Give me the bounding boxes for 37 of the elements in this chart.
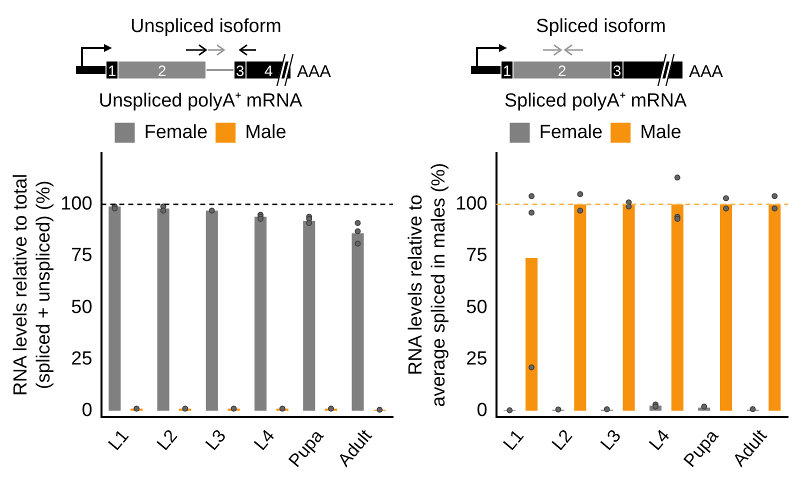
y-axis-title: RNA levels relative to average spliced in males (%) (406, 162, 450, 407)
text: 4 (264, 63, 272, 80)
x-tick-label: L1 (104, 426, 132, 454)
y-tick-label: 0 (476, 400, 488, 421)
text: Unspliced isoform (130, 16, 281, 37)
text: 3 (612, 63, 621, 80)
text: 2 (157, 63, 166, 80)
y-tick-label: 50 (71, 296, 92, 318)
x-tick-label: L3 (202, 426, 230, 454)
x-tick-label: L2 (548, 426, 576, 454)
legend-label: Female (144, 122, 208, 144)
y-tick-label: 0 (82, 400, 92, 421)
text: Spliced isoform (536, 16, 666, 37)
y-axis-title: RNA levels relative to total (spliced + unspliced) (%) (10, 174, 54, 396)
text: 1 (107, 63, 116, 80)
x-tick-label: L1 (499, 426, 528, 454)
x-tick-label: L4 (645, 426, 674, 454)
y-tick-label: 100 (456, 194, 488, 215)
x-tick-label: L3 (596, 426, 625, 454)
text: 1 (502, 63, 511, 80)
x-tick-label: L2 (152, 426, 182, 454)
y-tick-label: 25 (71, 348, 92, 370)
text: 3 (235, 63, 244, 80)
legend-label: Male (640, 122, 682, 144)
text: AAA (688, 62, 724, 81)
chart-title: Unspliced polyA⁺ mRNA (98, 90, 303, 112)
text: 2 (557, 63, 566, 80)
legend-label: Female (539, 122, 603, 144)
chart-title: Spliced polyA⁺ mRNA (504, 90, 687, 112)
legend-label: Male (245, 122, 286, 144)
y-tick-label: 25 (466, 348, 488, 370)
y-tick-label: 50 (466, 296, 488, 318)
y-tick-label: 75 (466, 245, 488, 266)
text: AAA (296, 62, 332, 81)
y-tick-label: 75 (71, 245, 92, 266)
y-tick-label: 100 (60, 194, 92, 215)
x-tick-label: L4 (250, 426, 278, 454)
